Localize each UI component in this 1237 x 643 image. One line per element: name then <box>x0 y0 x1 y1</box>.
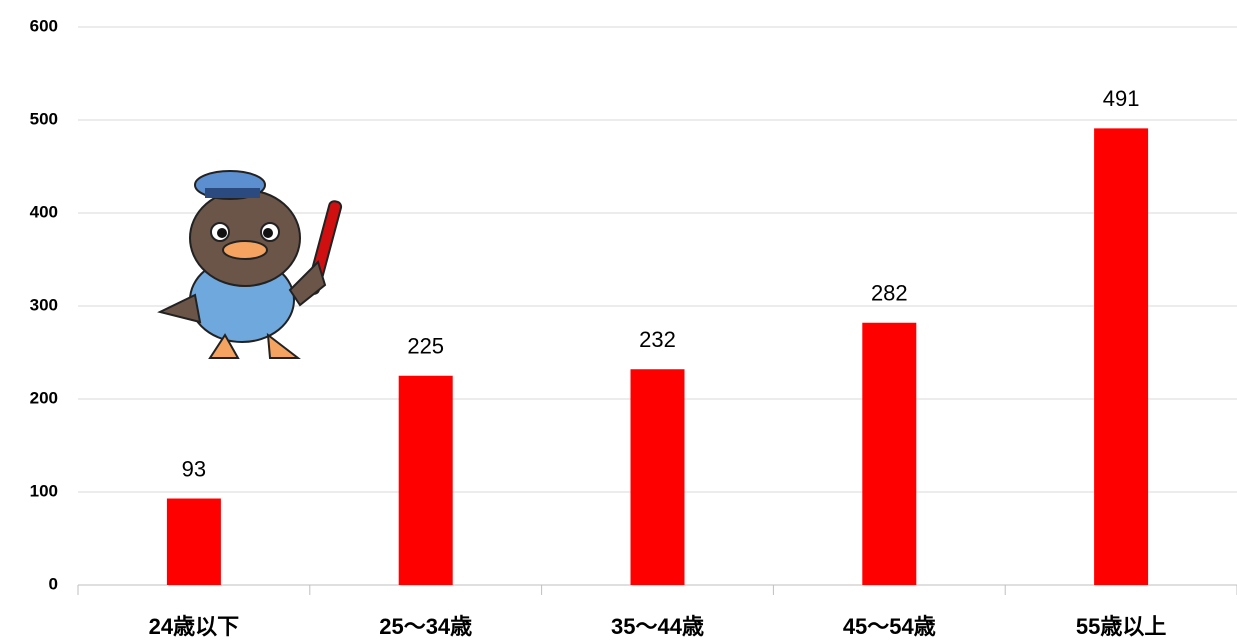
x-tick-label: 25～34歳 <box>379 614 472 639</box>
y-tick-label: 100 <box>30 481 58 500</box>
y-tick-label: 0 <box>49 574 58 593</box>
bar <box>862 322 917 585</box>
bar <box>630 369 685 585</box>
data-label: 225 <box>407 334 444 359</box>
x-tick-label: 55歳以上 <box>1076 614 1166 639</box>
y-tick-label: 600 <box>30 16 58 35</box>
bar <box>1094 128 1149 585</box>
data-label: 232 <box>639 327 676 352</box>
data-label: 93 <box>182 456 206 481</box>
x-tick-label: 45～54歳 <box>843 614 936 639</box>
y-tick-label: 300 <box>30 295 58 314</box>
mascot-illustration <box>157 170 343 359</box>
x-tick-label: 35～44歳 <box>611 614 704 639</box>
bar <box>166 498 221 585</box>
y-tick-label: 500 <box>30 109 58 128</box>
y-tick-label: 200 <box>30 388 58 407</box>
data-label: 491 <box>1103 86 1140 111</box>
y-tick-label: 400 <box>30 202 58 221</box>
data-label: 282 <box>871 281 908 306</box>
x-tick-label: 24歳以下 <box>149 614 239 639</box>
bar <box>398 375 453 585</box>
